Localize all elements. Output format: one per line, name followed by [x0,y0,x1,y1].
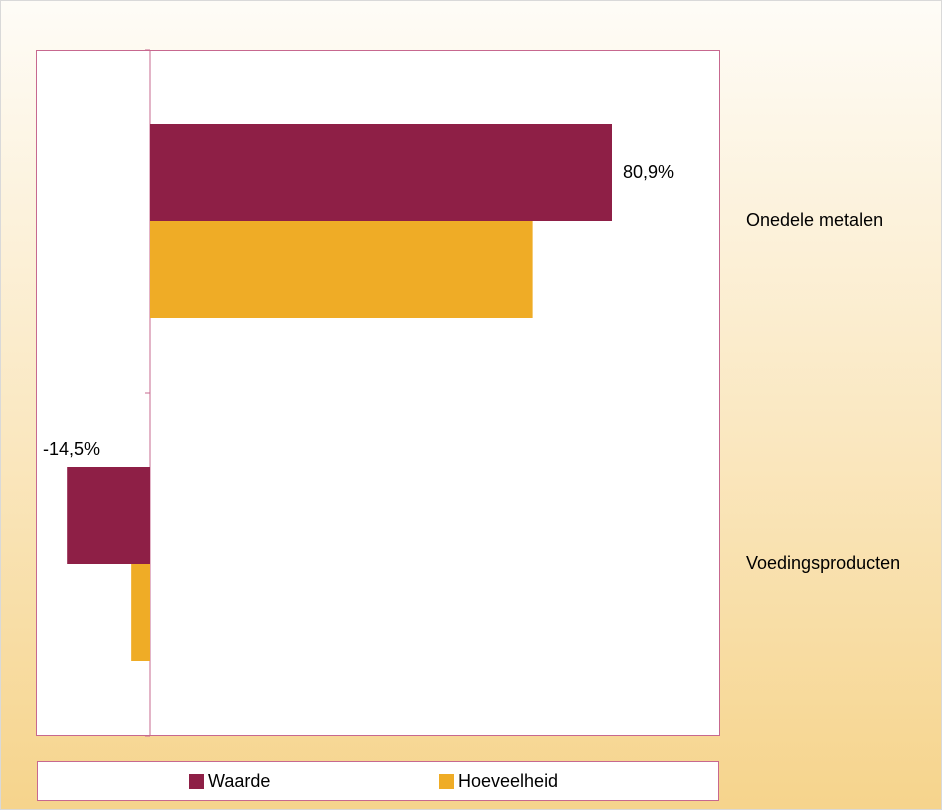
legend: Waarde Hoeveelheid [37,761,719,801]
bar-waarde-0 [150,124,612,221]
legend-item-hoeveelheid: Hoeveelheid [439,771,558,792]
legend-label-waarde: Waarde [208,771,271,791]
legend-swatch-waarde [189,774,204,789]
bar-hoeveelheid-0 [150,221,533,318]
category-label-voedingsproducten: Voedingsproducten [746,553,901,573]
bar-waarde-1 [67,467,150,564]
category-label-onedele-metalen: Onedele metalen [746,210,884,230]
legend-label-hoeveelheid: Hoeveelheid [458,771,559,791]
data-label-waarde-onedele-metalen: 80,9% [623,162,675,182]
data-label-waarde-voedingsproducten: -14,5% [43,439,101,459]
legend-swatch-hoeveelheid [439,774,454,789]
bar-hoeveelheid-1 [131,564,150,661]
legend-item-waarde: Waarde [189,771,270,792]
